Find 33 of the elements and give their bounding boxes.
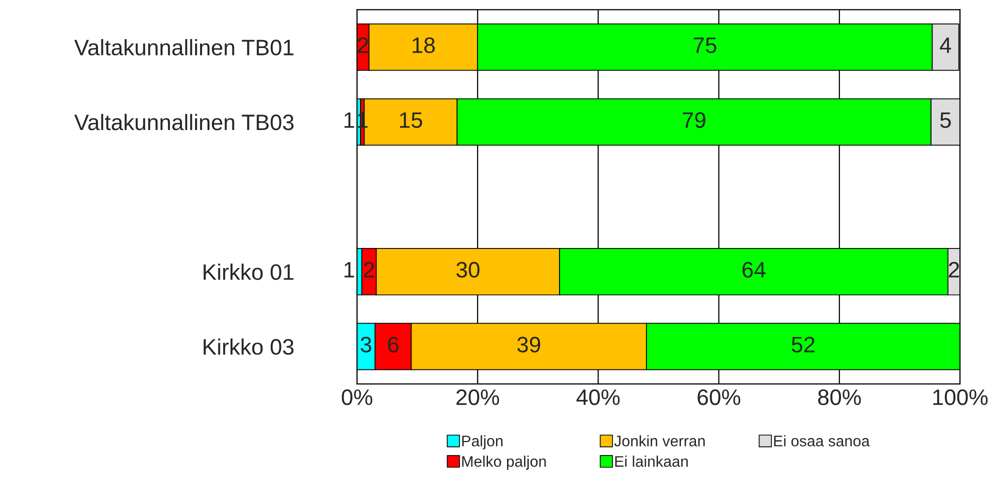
y-tick-label: Valtakunnallinen TB01 <box>74 39 294 56</box>
x-tick-label: 20% <box>456 389 500 406</box>
data-label: 79 <box>682 112 706 128</box>
y-tick-label: Kirkko 01 <box>204 264 294 280</box>
data-label: 6 <box>388 336 398 352</box>
legend-label: Melko paljon <box>462 456 546 470</box>
legend-label: Ei lainkaan <box>615 456 688 467</box>
data-label: 1 <box>344 262 354 278</box>
data-label: 3 <box>360 336 372 352</box>
data-label: 2 <box>364 262 374 278</box>
y-tick-label: Kirkko 03 <box>204 338 294 355</box>
legend-label: Jonkin verran <box>614 435 705 446</box>
data-label: 1 <box>358 112 368 128</box>
legend-label: Ei osaa sanoa <box>774 435 870 446</box>
data-label: 30 <box>456 262 480 278</box>
data-label: 75 <box>694 38 716 54</box>
data-label: 4 <box>940 38 952 53</box>
data-label: 2 <box>358 37 368 53</box>
data-label: 2 <box>948 262 960 278</box>
data-label: 52 <box>792 336 814 352</box>
data-label: 5 <box>940 112 951 128</box>
x-tick-label: 0% <box>342 389 372 406</box>
y-tick-label: Valtakunnallinen TB03 <box>74 114 294 130</box>
x-tick-label: 60% <box>698 389 740 406</box>
data-label: 15 <box>400 112 422 128</box>
data-label: 39 <box>517 336 540 352</box>
x-tick-label: 40% <box>576 389 620 406</box>
data-label: 1 <box>344 112 354 128</box>
data-label: 18 <box>412 37 435 54</box>
x-tick-label: 100% <box>933 389 988 406</box>
x-tick-label: 80% <box>818 389 861 406</box>
data-label: 64 <box>742 262 766 278</box>
legend-label: Paljon <box>462 435 502 450</box>
